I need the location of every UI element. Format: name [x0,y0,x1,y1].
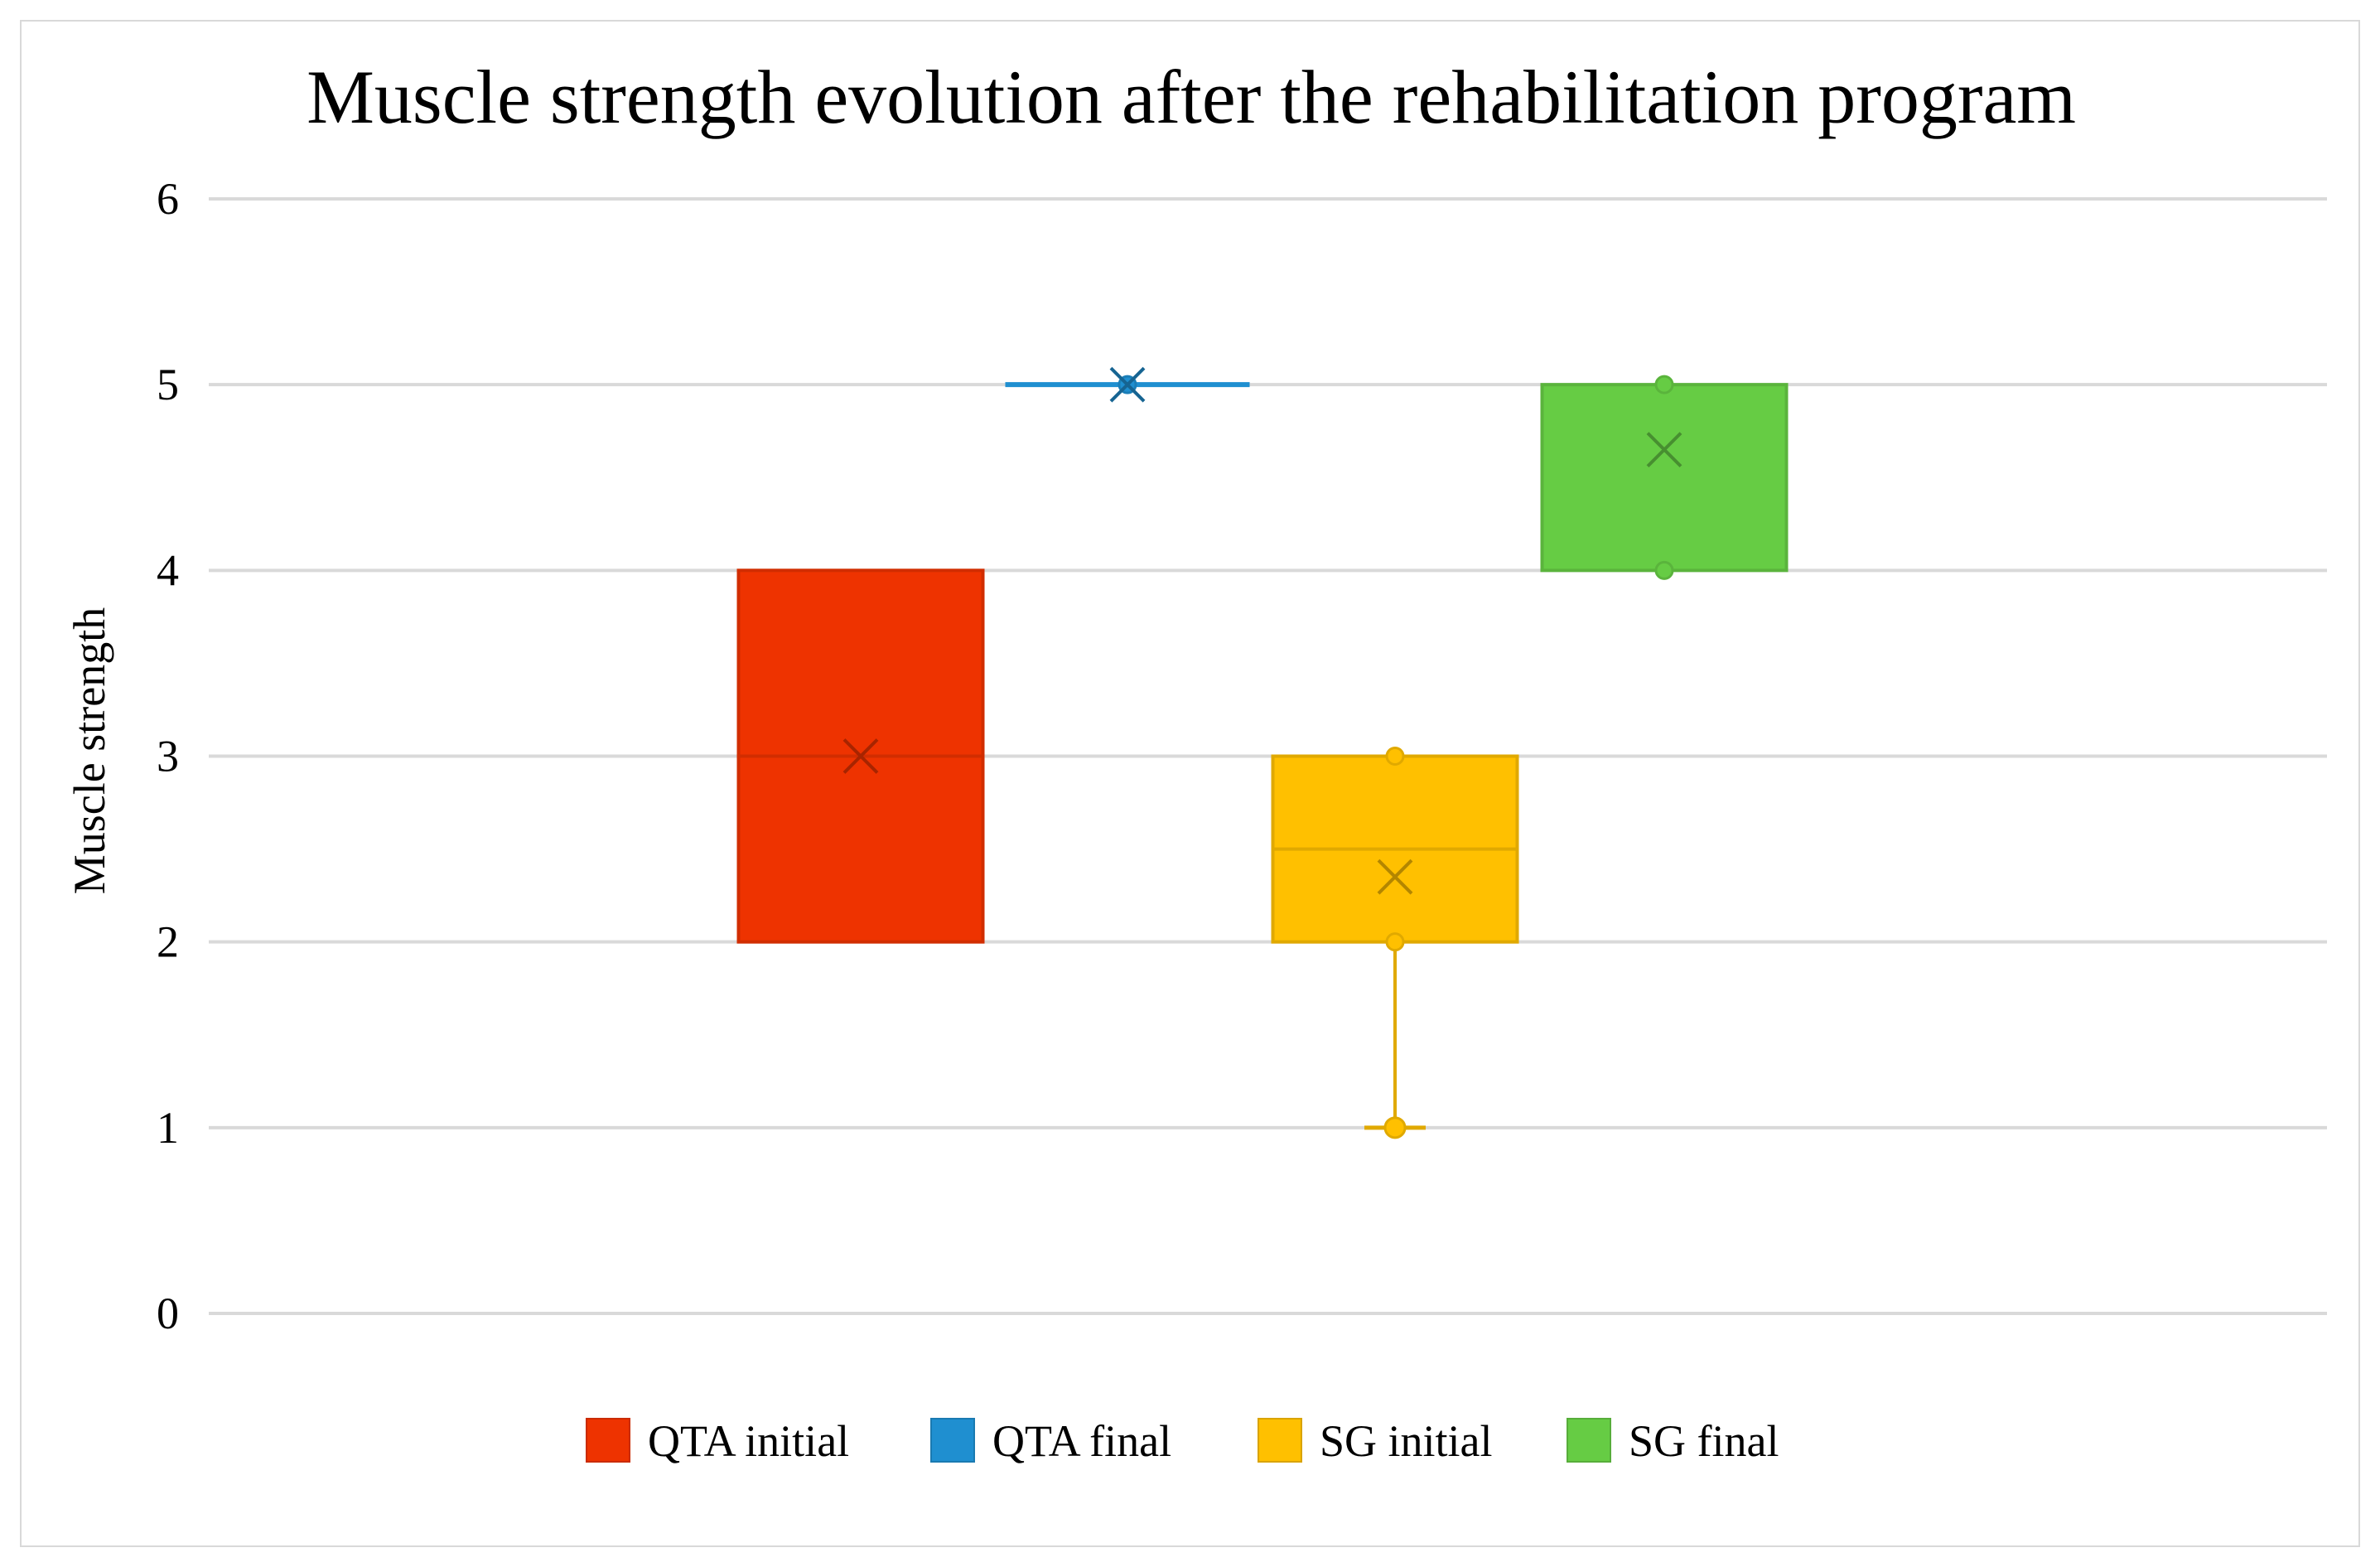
legend-item: SG initial [1258,1416,1493,1466]
legend-layer: QTA initial QTA final SG initial SG final [586,1416,1779,1466]
legend-label: QTA initial [648,1416,849,1466]
legend-swatch [1567,1418,1611,1463]
box-qta-initial [736,568,985,944]
y-tick-label: 2 [157,917,179,967]
chart-svg: 0 1 2 3 4 5 6 QTA initial QTA final SG initial SG… [65,55,2327,1466]
axis-layer: 0 1 2 3 4 5 6 [157,174,179,1338]
legend-swatch [586,1418,630,1463]
data-point [1385,747,1405,766]
y-tick-label: 4 [157,545,179,595]
y-tick-label: 3 [157,732,179,781]
legend-swatch [1258,1418,1302,1463]
mean-marker [1377,858,1413,895]
legend-label: QTA final [992,1416,1171,1466]
box-qta-final [1005,366,1250,403]
data-point [1383,1116,1407,1139]
y-tick-label: 5 [157,360,179,409]
data-point [1654,560,1674,580]
chart-frame: 0 1 2 3 4 5 6 QTA initial QTA final SG initial SG… [20,20,2360,1547]
legend-item: QTA final [930,1416,1171,1466]
box-body [1540,383,1789,573]
grid-layer [209,197,2327,1315]
y-axis-label: Muscle strength [65,607,114,894]
data-point [1385,932,1405,952]
mean-marker [1646,432,1682,468]
mean-marker [842,738,879,774]
chart-title: Muscle strength evolution after the reha… [307,55,2076,139]
box-sg-initial [1271,747,1519,1139]
legend-item: QTA initial [586,1416,849,1466]
box-sg-final [1540,375,1789,580]
legend-label: SG final [1629,1416,1779,1466]
legend-item: SG final [1567,1416,1779,1466]
legend-label: SG initial [1320,1416,1493,1466]
legend-swatch [930,1418,975,1463]
y-tick-label: 1 [157,1103,179,1153]
box-layer [736,366,1789,1139]
y-tick-label: 0 [157,1289,179,1338]
data-point [1654,375,1674,394]
mean-marker [1109,366,1146,403]
y-tick-label: 6 [157,174,179,224]
